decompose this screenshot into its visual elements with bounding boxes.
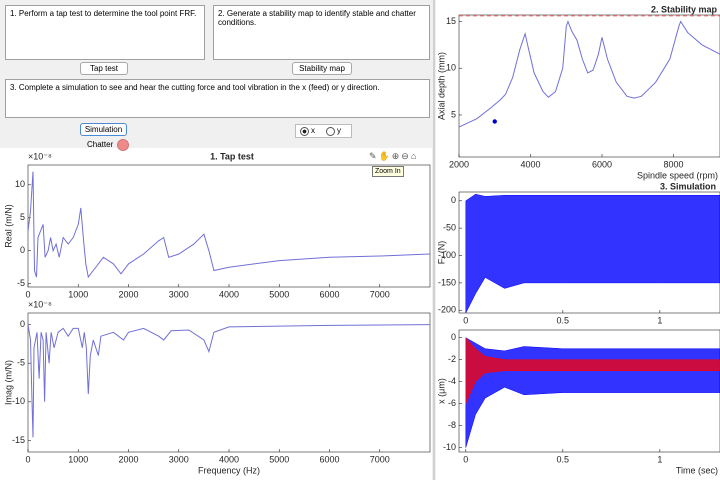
y-axis-label: Imag (m/N) [3, 360, 13, 405]
text-area[interactable]: 1. Perform a tap test to determine the t… [5, 5, 205, 60]
x-tick-label: 4000 [219, 289, 239, 299]
x-tick-label: 0.5 [557, 315, 570, 325]
y-tick-label: 15 [446, 16, 456, 26]
x-tick-label: 5000 [269, 454, 289, 464]
y-tick-label: -5 [17, 278, 25, 288]
y-tick-label: -50 [443, 223, 456, 233]
button[interactable]: Tap test [80, 62, 128, 75]
y-tick-label: -200 [438, 305, 456, 315]
y-tick-label: -2 [448, 354, 456, 364]
radio-label: y [337, 126, 341, 135]
x-tick-label: 8000 [664, 159, 684, 169]
x-axis-label: Spindle speed (rpm) [637, 170, 718, 180]
y-tick-label: -150 [438, 277, 456, 287]
x-tick-label: 7000 [370, 289, 390, 299]
y-tick-label: 0 [451, 195, 456, 205]
text-area[interactable]: 2. Generate a stability map to identify … [213, 5, 430, 60]
y-tick-label: 10 [446, 63, 456, 73]
x-tick-label: 6000 [592, 159, 612, 169]
x-tick-label: 1000 [68, 454, 88, 464]
y-tick-label: -10 [443, 442, 456, 452]
data-line [27, 324, 431, 438]
y-tick-label: 0 [20, 319, 25, 329]
text-area[interactable]: 3. Complete a simulation to see and hear… [5, 79, 430, 118]
x-tick-label: 5000 [269, 289, 289, 299]
x-tick-label: 7000 [370, 454, 390, 464]
data-line [27, 171, 431, 279]
lamp [117, 139, 129, 151]
y-tick-label: -4 [448, 376, 456, 386]
button[interactable]: Stability map [292, 62, 352, 75]
tooltip: Zoom In [372, 166, 404, 177]
y-tick-label: 0 [20, 245, 25, 255]
x-tick-label: 0 [463, 315, 468, 325]
y-tick-label: 10 [15, 179, 25, 189]
y-axis-label: Real (m/N) [3, 204, 13, 248]
chart-title: 1. Tap test [210, 151, 254, 161]
radio-button[interactable] [300, 127, 309, 136]
x-tick-label: 1 [657, 315, 662, 325]
x-tick-label: 4000 [520, 159, 540, 169]
x-tick-label: 1 [657, 454, 662, 464]
x-tick-label: 3000 [169, 289, 189, 299]
x-tick-label: 4000 [219, 454, 239, 464]
y-tick-label: 5 [20, 212, 25, 222]
chart-title: 2. Stability map [651, 4, 718, 14]
y-tick-label: -15 [12, 435, 25, 445]
x-tick-label: 0 [25, 454, 30, 464]
y-axis-label: x (μm) [436, 378, 446, 404]
y-tick-label: -5 [17, 358, 25, 368]
y-tick-label: 0 [451, 332, 456, 342]
x-axis-label: Frequency (Hz) [198, 465, 260, 475]
radio-button[interactable] [326, 127, 335, 136]
axes [27, 312, 431, 453]
radio-group: x y [295, 124, 352, 138]
x-axis-label: Time (sec) [676, 465, 718, 475]
x-tick-label: 0 [25, 289, 30, 299]
operating-point [492, 119, 497, 124]
x-tick-label: 0.5 [557, 454, 570, 464]
x-tick-label: 6000 [319, 289, 339, 299]
lamp-label: Chatter [87, 140, 114, 149]
radio-label: x [311, 126, 315, 135]
y-tick-label: -6 [448, 398, 456, 408]
axes [458, 14, 720, 158]
x-tick-label: 0 [463, 454, 468, 464]
y-tick-label: -8 [448, 420, 456, 430]
x-tick-label: 2000 [449, 159, 469, 169]
y-axis-label: Axial depth (mm) [436, 52, 446, 120]
axes [27, 164, 431, 288]
y-tick-label: 5 [451, 109, 456, 119]
x-tick-label: 2000 [118, 289, 138, 299]
y-tick-label: -100 [438, 250, 456, 260]
y-axis-label: Fₓ (N) [436, 241, 446, 264]
x-tick-label: 3000 [169, 454, 189, 464]
x-tick-label: 2000 [118, 454, 138, 464]
data-line [458, 20, 720, 128]
axes-toolbar[interactable]: ✎✋⊕⊖⌂ [369, 151, 419, 161]
y-tick-label: -10 [12, 396, 25, 406]
x-tick-label: 1000 [68, 289, 88, 299]
signal-band [465, 193, 720, 314]
signal-band [465, 337, 720, 404]
chart-title: 3. Simulation [660, 181, 716, 191]
y-exponent: ×10⁻⁸ [28, 299, 52, 309]
button[interactable]: Simulation [80, 123, 127, 136]
y-exponent: ×10⁻⁸ [28, 151, 52, 161]
x-tick-label: 6000 [319, 454, 339, 464]
